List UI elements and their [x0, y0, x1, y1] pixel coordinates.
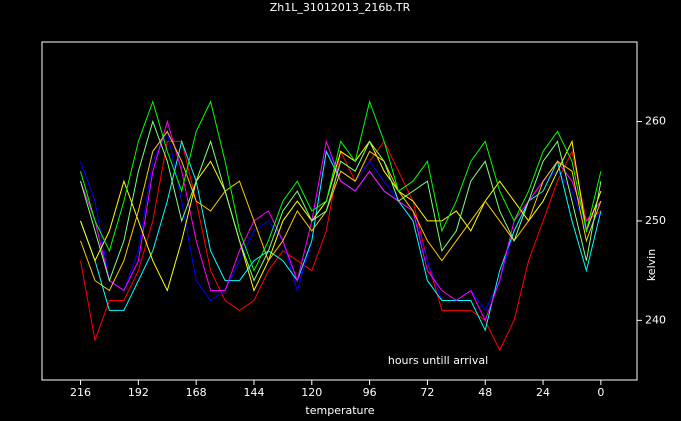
- x-tick-label: 96: [363, 386, 377, 399]
- x-tick-label: 72: [420, 386, 434, 399]
- y-tick-label: 240: [645, 313, 666, 326]
- annotation: hours untill arrival: [388, 354, 488, 367]
- x-tick-label: 120: [301, 386, 322, 399]
- y-tick-label: 260: [645, 115, 666, 128]
- x-tick-label: 168: [186, 386, 207, 399]
- series-line: [80, 99, 602, 272]
- y-axis-label: kelvin: [645, 249, 658, 281]
- x-tick-label: 144: [243, 386, 264, 399]
- x-tick-label: 48: [478, 386, 492, 399]
- plot-frame: [41, 41, 638, 381]
- series-line: [80, 139, 602, 292]
- chart-title: Zh1L_31012013_216b.TR: [270, 1, 411, 14]
- y-tick-label: 250: [645, 214, 666, 227]
- series-line: [80, 119, 602, 283]
- x-axis-label: temperature: [305, 404, 374, 417]
- x-tick-label: 216: [70, 386, 91, 399]
- x-tick-label: 24: [536, 386, 550, 399]
- x-tick-label: 192: [128, 386, 149, 399]
- x-tick-label: 0: [597, 386, 604, 399]
